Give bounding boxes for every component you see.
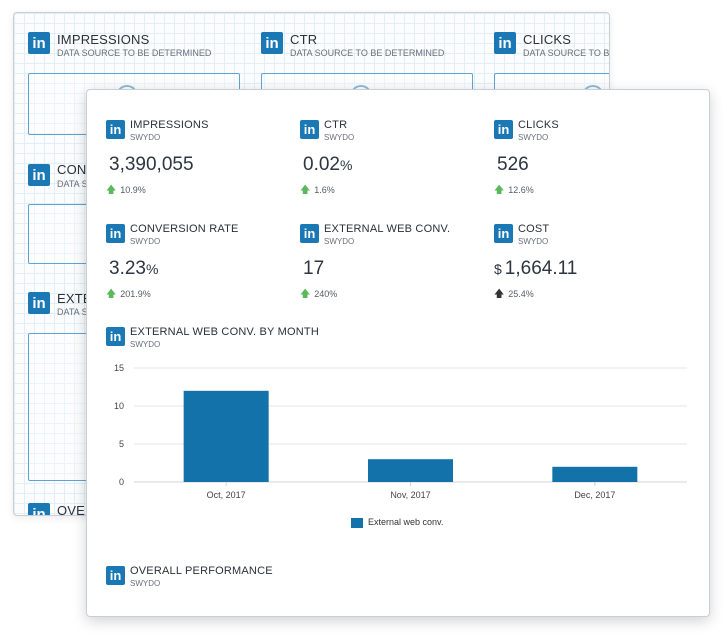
kpi-change-value: 12.6% <box>508 185 534 195</box>
kpi-source: SWYDO <box>130 133 161 142</box>
kpi-number: 1,664.11 <box>504 258 578 279</box>
x-tick-label: Nov, 2017 <box>390 490 430 500</box>
bg-widget-source: DATA SO <box>57 179 95 189</box>
chart-title: EXTERNAL WEB CONV. BY MONTH <box>130 326 319 338</box>
kpi-change-value: 240% <box>314 289 338 299</box>
y-tick-label: 10 <box>114 401 124 411</box>
bg-widget-title: EXTE <box>57 291 92 306</box>
bg-widget-title: CTR <box>290 32 318 47</box>
kpi-value: 526 <box>494 154 529 176</box>
kpi-value: $1,664.11 <box>494 258 577 280</box>
kpi-number: 3.23 <box>109 258 146 279</box>
legend-swatch <box>351 517 363 528</box>
linkedin-icon: in <box>28 503 50 515</box>
bg-widget-clicks: in <box>494 32 516 54</box>
arrow-up-icon: 🡅 <box>300 185 311 196</box>
kpi-number: 0.02 <box>303 154 340 175</box>
bg-widget-source: DATA SOURCE TO BE DETERMINED <box>290 48 445 58</box>
bg-widget-title: OVE <box>57 503 86 516</box>
linkedin-icon: in <box>28 32 50 54</box>
linkedin-icon: in <box>28 164 50 186</box>
linkedin-report-card: in IMPRESSIONS SWYDO 3,390,055 🡅 10.9% in… <box>86 89 710 617</box>
linkedin-icon: in <box>106 327 125 346</box>
kpi-value: 0.02% <box>300 154 352 176</box>
kpi-title: COST <box>518 223 550 235</box>
linkedin-icon: in <box>106 566 125 585</box>
kpi-change-value: 201.9% <box>120 289 151 299</box>
overall-performance-header: in OVERALL PERFORMANCE SWYDO <box>106 565 273 588</box>
kpi-change: 🡅 201.9% <box>106 287 151 304</box>
kpi-unit: % <box>339 157 353 173</box>
kpi-change: 🡅 1.6% <box>300 183 335 200</box>
kpi-title: IMPRESSIONS <box>130 119 209 131</box>
bg-widget-impressions: in <box>28 32 50 54</box>
kpi-value: 3,390,055 <box>106 154 194 176</box>
chart-legend[interactable]: External web conv. <box>351 517 443 528</box>
bar <box>552 466 638 482</box>
bg-widget-overall: in <box>28 503 50 515</box>
bg-widget-external: in <box>28 292 50 314</box>
arrow-up-icon: 🡅 <box>300 289 311 300</box>
chart-header: in EXTERNAL WEB CONV. BY MONTH SWYDO <box>106 326 319 349</box>
linkedin-icon: in <box>106 224 125 243</box>
legend-label: External web conv. <box>368 517 444 527</box>
kpi-source: SWYDO <box>518 133 549 142</box>
linkedin-icon: in <box>494 224 513 243</box>
bg-widget-title: IMPRESSIONS <box>57 32 150 47</box>
linkedin-icon: in <box>300 120 319 139</box>
overall-title: OVERALL PERFORMANCE <box>130 565 273 577</box>
overall-source: SWYDO <box>130 579 161 588</box>
linkedin-icon: in <box>106 120 125 139</box>
kpi-change-value: 25.4% <box>508 289 534 299</box>
kpi-source: SWYDO <box>130 237 161 246</box>
linkedin-icon: in <box>494 32 516 54</box>
bg-widget-source: DATA SOURCE TO BE DETERMINED <box>523 48 610 58</box>
kpi-change-value: 1.6% <box>314 185 335 195</box>
arrow-up-icon: 🡅 <box>494 185 505 196</box>
kpi-number: 526 <box>497 154 529 175</box>
bar <box>368 459 453 482</box>
kpi-title: CTR <box>324 119 348 131</box>
bg-widget-ctr: in <box>261 32 283 54</box>
kpi-currency: $ <box>494 261 502 277</box>
bg-widget-source: DATA SO <box>57 307 95 317</box>
x-tick-label: Oct, 2017 <box>207 490 246 500</box>
linkedin-icon: in <box>261 32 283 54</box>
kpi-change: 🡅 12.6% <box>494 183 534 200</box>
external-web-conv-bar-chart: 0 5 10 15 Oct, 2017 Nov, 2017 Dec, 2017 <box>114 363 687 500</box>
kpi-change: 🡅 240% <box>300 287 337 304</box>
kpi-source: SWYDO <box>324 133 355 142</box>
bg-widget-title: CLICKS <box>523 32 572 47</box>
bg-widget-title: CONV <box>57 162 96 177</box>
bg-widget-source: DATA SOURCE TO BE DETERMINED <box>57 48 212 58</box>
kpi-title: EXTERNAL WEB CONV. <box>324 223 451 235</box>
kpi-change: 🡅 25.4% <box>494 287 534 304</box>
kpi-unit: % <box>145 261 159 277</box>
arrow-up-icon: 🡅 <box>494 289 505 300</box>
kpi-source: SWYDO <box>518 237 549 246</box>
kpi-title: CLICKS <box>518 119 559 131</box>
kpi-source: SWYDO <box>324 237 355 246</box>
kpi-change-value: 10.9% <box>120 185 146 195</box>
kpi-title: CONVERSION RATE <box>130 223 239 235</box>
kpi-change: 🡅 10.9% <box>106 183 146 200</box>
x-tick-label: Dec, 2017 <box>574 490 615 500</box>
arrow-up-icon: 🡅 <box>106 289 117 300</box>
kpi-value: 17 <box>300 258 324 280</box>
chart-source: SWYDO <box>130 340 161 349</box>
linkedin-icon: in <box>28 292 50 314</box>
kpi-number: 3,390,055 <box>109 154 194 175</box>
y-tick-label: 15 <box>114 363 124 373</box>
bg-widget-conversion: in <box>28 164 50 186</box>
linkedin-icon: in <box>494 120 513 139</box>
kpi-number: 17 <box>303 258 325 279</box>
bar <box>183 390 269 482</box>
y-tick-label: 0 <box>119 477 124 487</box>
kpi-value: 3.23% <box>106 258 158 280</box>
y-tick-label: 5 <box>119 439 124 449</box>
arrow-up-icon: 🡅 <box>106 185 117 196</box>
linkedin-icon: in <box>300 224 319 243</box>
